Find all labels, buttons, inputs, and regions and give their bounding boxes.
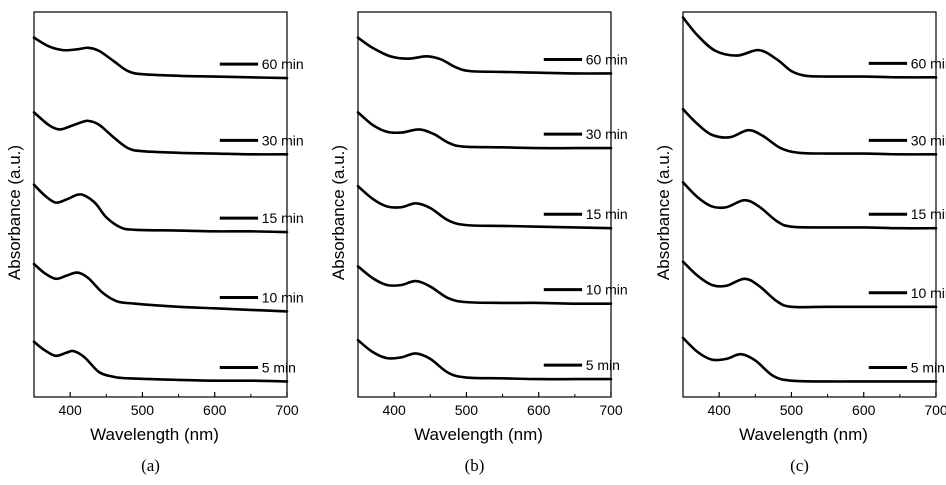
panel-caption: (c) [790,456,809,475]
legend-label: 10 min [586,282,628,298]
x-axis-label: Wavelength (nm) [90,425,219,444]
y-axis-label: Absorbance (a.u.) [5,145,24,280]
legend-label: 15 min [586,206,628,222]
series-line [356,184,613,230]
x-tick-label: 600 [527,402,551,418]
series-line [32,340,289,383]
panel-a: 400 500 600 700 Wavelength (nm) Absorbance (a… [5,11,304,475]
series-line [32,262,289,313]
legend-label: 15 min [262,210,304,226]
x-tick-label: 700 [275,402,299,418]
x-tick-label: 400 [707,402,731,418]
legend-label: 30 min [586,126,628,142]
x-tick-label: 500 [455,402,479,418]
legend-label: 60 min [262,56,304,72]
y-axis-label: Absorbance (a.u.) [329,145,348,280]
series-line [681,107,938,156]
x-tick-label: 500 [780,402,804,418]
legend-label: 5 min [262,359,296,375]
legend-label: 30 min [911,132,946,148]
x-tick-label: 600 [852,402,876,418]
plot-frame [682,11,937,398]
series-line [681,16,938,79]
panel-c: 400 500 600 700 Wavelength (nm) Absorbance (a… [654,11,946,475]
series-line [32,36,289,80]
legend-label: 5 min [586,357,620,373]
x-tick-label: 400 [58,402,82,418]
series-line [356,338,613,381]
x-tick-label: 700 [599,402,623,418]
x-tick-label: 500 [131,402,155,418]
legend-label: 30 min [262,132,304,148]
series-line [356,111,613,150]
plot-frame [33,11,288,398]
series-line [681,336,938,383]
legend-label: 60 min [586,51,628,67]
legend-label: 15 min [911,206,946,222]
legend-label: 10 min [911,285,946,301]
panel-b: 400 500 600 700 Wavelength (nm) Absorbance (a… [329,11,628,475]
x-axis-label: Wavelength (nm) [414,425,543,444]
legend-label: 5 min [911,359,945,375]
x-tick-label: 600 [203,402,227,418]
legend-label: 60 min [911,55,946,71]
series-line [356,265,613,306]
series-line [356,36,613,75]
legend-label: 10 min [262,289,304,305]
panel-caption: (b) [465,456,485,475]
series-line [32,111,289,156]
x-tick-label: 400 [382,402,406,418]
panel-caption: (a) [141,456,160,475]
y-axis-label: Absorbance (a.u.) [654,145,673,280]
x-tick-label: 700 [924,402,946,418]
series-line [681,260,938,309]
x-axis-label: Wavelength (nm) [739,425,868,444]
series-line [681,181,938,230]
plot-frame [357,11,612,398]
series-line [32,183,289,234]
